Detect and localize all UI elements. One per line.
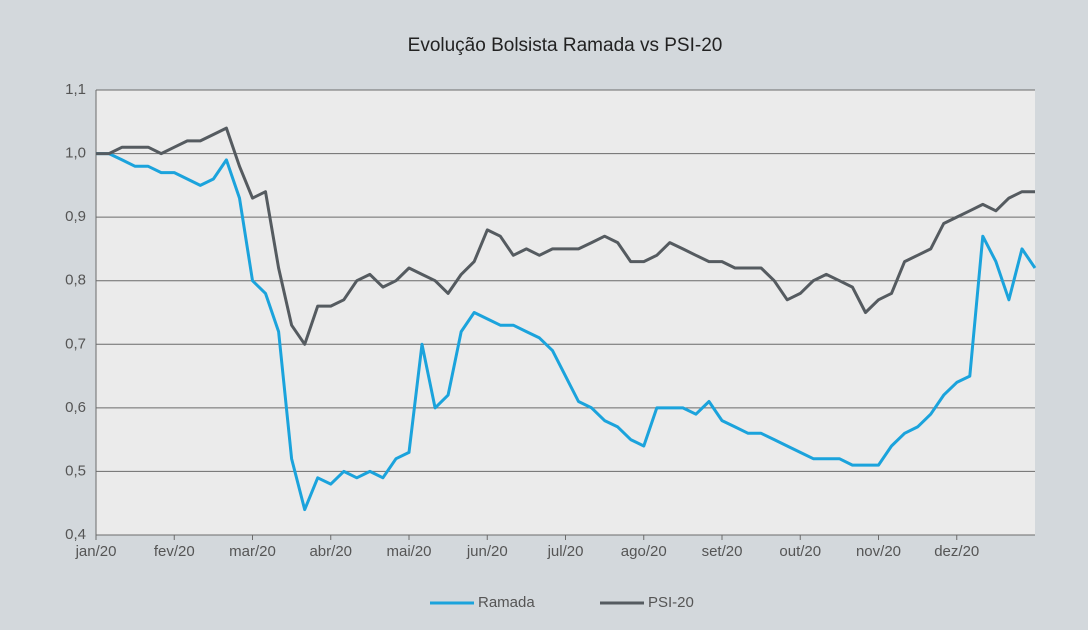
legend-label: Ramada [478, 594, 535, 611]
y-tick-label: 0,9 [65, 208, 86, 225]
x-tick-label: nov/20 [856, 543, 901, 560]
x-tick-label: out/20 [779, 543, 821, 560]
x-tick-label: jul/20 [547, 543, 584, 560]
x-tick-label: mai/20 [386, 543, 431, 560]
x-tick-label: ago/20 [621, 543, 667, 560]
x-tick-label: fev/20 [154, 543, 195, 560]
x-tick-label: jun/20 [466, 543, 508, 560]
x-tick-label: set/20 [702, 543, 743, 560]
chart-title: Evolução Bolsista Ramada vs PSI-20 [408, 35, 723, 56]
y-tick-label: 0,4 [65, 526, 86, 543]
y-tick-label: 1,0 [65, 145, 86, 162]
series-line [96, 126, 1035, 346]
plot-area [96, 90, 1035, 535]
series-line [96, 152, 1037, 512]
x-tick-label: abr/20 [309, 543, 352, 560]
legend-label: PSI-20 [648, 594, 694, 611]
y-tick-label: 1,1 [65, 81, 86, 98]
y-tick-label: 0,7 [65, 335, 86, 352]
x-tick-label: jan/20 [75, 543, 117, 560]
y-tick-label: 0,6 [65, 399, 86, 416]
x-tick-label: mar/20 [229, 543, 276, 560]
y-tick-label: 0,5 [65, 462, 86, 479]
x-tick-label: dez/20 [934, 543, 979, 560]
y-tick-label: 0,8 [65, 272, 86, 289]
